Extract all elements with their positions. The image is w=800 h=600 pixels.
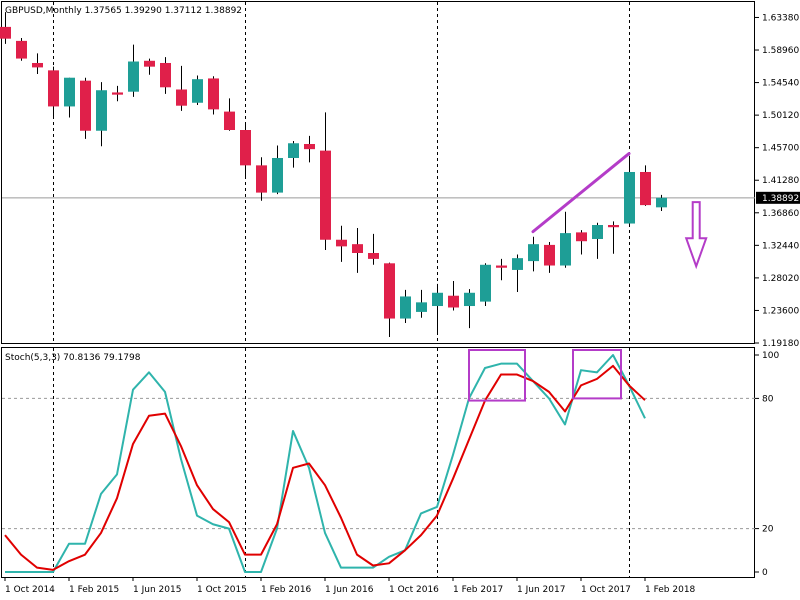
bear-candle xyxy=(208,78,219,110)
bear-candle xyxy=(320,150,331,240)
bull-candle xyxy=(432,292,443,307)
bull-candle xyxy=(592,225,603,240)
time-tick-label: 1 Feb 2018 xyxy=(645,585,696,595)
candles xyxy=(0,12,667,337)
trendline xyxy=(531,152,631,234)
time-tick-label: 1 Oct 2017 xyxy=(581,585,631,595)
bull-candle xyxy=(64,77,75,107)
time-tick-label: 1 Feb 2017 xyxy=(453,585,503,595)
bear-candle xyxy=(224,111,235,131)
bear-candle xyxy=(352,244,363,253)
annotations xyxy=(468,152,708,402)
stoch-pane-frame xyxy=(1,347,755,578)
indicator-info: Stoch(5,3,3) 70.8136 79.1798 xyxy=(5,353,141,363)
bear-candle xyxy=(0,26,11,39)
stoch-lines xyxy=(4,354,646,573)
bull-candle xyxy=(128,61,139,92)
stoch-highlight-box xyxy=(572,349,622,400)
bear-candle xyxy=(16,40,27,59)
bear-candle xyxy=(240,130,251,166)
price-tick-label: 1.36860 xyxy=(762,209,799,219)
current-price-label: 1.38892 xyxy=(762,194,799,204)
current-price-tag xyxy=(756,191,800,204)
bull-candle xyxy=(528,244,539,262)
price-tick-label: 1.28020 xyxy=(762,274,799,284)
bull-candle xyxy=(400,296,411,319)
bull-candle xyxy=(624,171,635,224)
bull-candle xyxy=(560,233,571,266)
time-tick-label: 1 Jun 2015 xyxy=(133,585,181,595)
bear-candle xyxy=(256,165,267,193)
bull-candle xyxy=(192,79,203,103)
price-tick-label: 1.19180 xyxy=(762,339,799,349)
bear-candle xyxy=(176,89,187,106)
time-tick-label: 1 Oct 2016 xyxy=(389,585,439,595)
bear-candle xyxy=(160,62,171,88)
bear-candle xyxy=(80,80,91,131)
bear-candle xyxy=(640,171,651,206)
bear-candle xyxy=(496,265,507,268)
bear-candle xyxy=(608,225,619,228)
stoch-main-line xyxy=(5,354,646,573)
bull-candle xyxy=(416,302,427,312)
price-tick-label: 1.45700 xyxy=(762,144,799,154)
time-tick-label: 1 Feb 2016 xyxy=(261,585,312,595)
price-tick-label: 1.32440 xyxy=(762,241,799,251)
time-tick-label: 1 Jun 2016 xyxy=(325,585,374,595)
down-arrow xyxy=(684,201,708,270)
stoch-tick-label: 0 xyxy=(762,568,768,578)
time-tick-label: 1 Oct 2015 xyxy=(197,585,247,595)
time-tick-label: 1 Feb 2015 xyxy=(69,585,119,595)
price-tick-label: 1.63380 xyxy=(762,13,799,23)
bear-candle xyxy=(576,232,587,242)
price-tick-label: 1.50120 xyxy=(762,111,799,121)
axes: 1.63380 1.58960 1.54540 1.50120 1.45700 1.412… xyxy=(4,13,800,595)
bear-candle xyxy=(384,263,395,319)
price-tick-label: 1.58960 xyxy=(762,46,799,56)
stoch-tick-label: 20 xyxy=(762,525,774,535)
bear-candle xyxy=(32,62,43,68)
stoch-highlight-box xyxy=(468,349,526,402)
price-tick-label: 1.41280 xyxy=(762,176,799,186)
price-tick-label: 1.23600 xyxy=(762,306,799,316)
bear-candle xyxy=(368,252,379,259)
bear-candle xyxy=(448,295,459,308)
bull-candle xyxy=(96,90,107,131)
bull-candle xyxy=(464,292,475,307)
bear-candle xyxy=(544,244,555,266)
stoch-tick-label: 100 xyxy=(762,351,779,361)
time-tick-label: 1 Oct 2014 xyxy=(5,585,55,595)
bear-candle xyxy=(144,60,155,67)
stoch-tick-label: 80 xyxy=(762,394,774,404)
price-tick-label: 1.54540 xyxy=(762,79,799,89)
bull-candle xyxy=(480,264,491,302)
stoch-signal-line xyxy=(4,364,646,571)
time-tick-label: 1 Jun 2017 xyxy=(517,585,565,595)
bear-candle xyxy=(304,143,315,150)
bull-candle xyxy=(272,157,283,193)
symbol-info: GBPUSD,Monthly 1.37565 1.39290 1.37112 1… xyxy=(5,6,242,16)
bull-candle xyxy=(512,258,523,270)
bull-candle xyxy=(656,197,667,208)
bear-candle xyxy=(112,92,123,95)
price-pane-frame xyxy=(1,1,755,344)
bear-candle xyxy=(336,239,347,247)
bear-candle xyxy=(48,70,59,107)
bull-candle xyxy=(288,143,299,158)
